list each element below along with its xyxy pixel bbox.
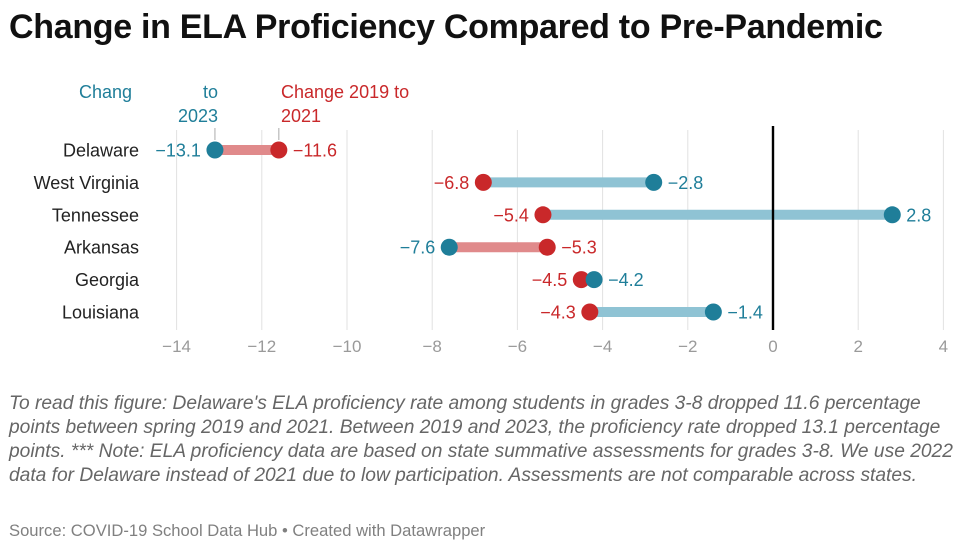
dot-2021 bbox=[474, 173, 492, 191]
dot-2021 bbox=[581, 303, 599, 321]
dot-range-chart: −14 −12 −10 −8 −6 −4 −2 0 2 4 Chang to 2023 Change 20… bbox=[34, 82, 949, 356]
dot-2023 bbox=[440, 238, 458, 256]
dot-2021 bbox=[538, 238, 556, 256]
dot-2023 bbox=[704, 303, 722, 321]
value-label-2021: −5.4 bbox=[493, 205, 529, 225]
dot-2023 bbox=[883, 206, 901, 224]
value-label-2021: −4.5 bbox=[532, 270, 568, 290]
value-label-2021: −11.6 bbox=[293, 141, 337, 161]
category-label: Delaware bbox=[63, 141, 139, 161]
value-label-2023: 2.8 bbox=[906, 205, 931, 225]
value-label-2023: −2.8 bbox=[668, 173, 704, 193]
x-tick-label: −2 bbox=[678, 337, 697, 356]
value-label-2023: −13.1 bbox=[155, 141, 201, 161]
source-line: Source: COVID-19 School Data Hub • Creat… bbox=[9, 521, 486, 540]
x-tick-label: −14 bbox=[162, 337, 191, 356]
value-label-2023: −7.6 bbox=[400, 238, 436, 258]
category-label: Georgia bbox=[75, 270, 140, 290]
dot-2023 bbox=[206, 141, 224, 159]
x-tick-label: 2 bbox=[853, 337, 862, 356]
category-label: Arkansas bbox=[64, 238, 139, 258]
category-label: Tennessee bbox=[52, 205, 139, 225]
legend-label-2023-year: 2023 bbox=[178, 106, 218, 126]
figure-note: To read this figure: Delaware's ELA prof… bbox=[9, 393, 953, 486]
chart-title: Change in ELA Proficiency Compared to Pr… bbox=[9, 8, 883, 46]
legend-label-2023-part: to bbox=[203, 82, 218, 102]
x-tick-label: −8 bbox=[423, 337, 442, 356]
dot-2023 bbox=[645, 173, 663, 191]
value-label-2023: −4.2 bbox=[608, 270, 644, 290]
x-tick-label: 4 bbox=[939, 337, 948, 356]
value-label-2023: −1.4 bbox=[727, 303, 763, 323]
value-label-2021: −4.3 bbox=[540, 303, 576, 323]
category-label: Louisiana bbox=[62, 303, 140, 323]
x-tick-label: −12 bbox=[247, 337, 276, 356]
legend-label-2021-year: 2021 bbox=[281, 106, 321, 126]
dot-2023 bbox=[585, 271, 603, 289]
dot-2021 bbox=[534, 206, 552, 224]
dot-2021 bbox=[270, 141, 288, 159]
category-label: West Virginia bbox=[34, 173, 140, 193]
x-tick-label: −6 bbox=[508, 337, 527, 356]
x-tick-label: −10 bbox=[333, 337, 362, 356]
x-tick-label: 0 bbox=[768, 337, 777, 356]
value-label-2021: −5.3 bbox=[561, 238, 597, 258]
dot-2021 bbox=[572, 271, 590, 289]
legend-label-2021: Change 2019 to bbox=[281, 82, 409, 102]
x-tick-label: −4 bbox=[593, 337, 612, 356]
legend-label-2023: Chang bbox=[79, 82, 132, 102]
value-label-2021: −6.8 bbox=[434, 173, 470, 193]
